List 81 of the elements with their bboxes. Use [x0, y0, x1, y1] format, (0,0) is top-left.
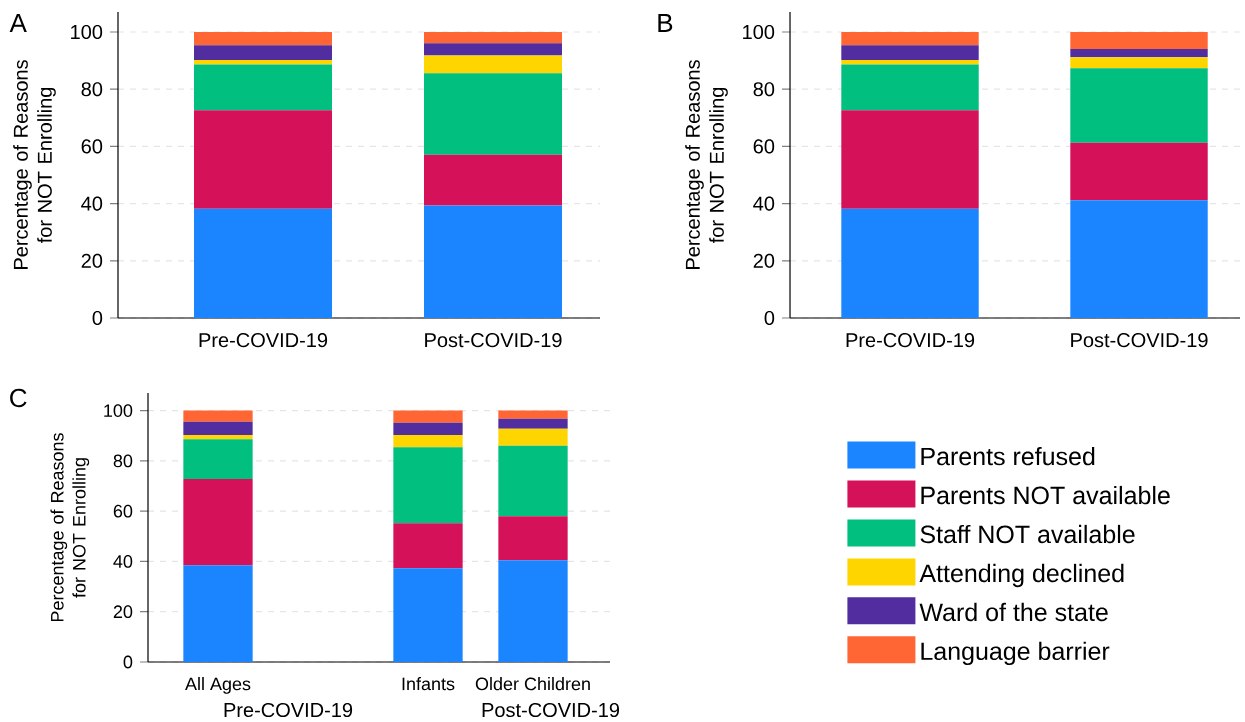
bar	[424, 205, 563, 318]
y-tick-label: 100	[743, 24, 775, 40]
legend-label: Ward of the state	[919, 602, 1108, 622]
bar	[1070, 48, 1208, 58]
legend-label: Parents NOT available	[921, 485, 1170, 505]
bar	[393, 434, 463, 448]
bar	[498, 445, 568, 517]
bar	[393, 422, 463, 435]
x-tick-label: Infants	[402, 677, 455, 691]
y-tick-label: 40	[753, 196, 775, 211]
bar	[393, 447, 463, 524]
bar	[183, 478, 253, 566]
bar	[183, 439, 253, 479]
x-tick-label: All Ages	[185, 677, 251, 694]
y-tick-label: 0	[123, 655, 133, 669]
y-tick-label: 100	[71, 24, 103, 40]
bar	[393, 410, 463, 423]
y-tick-label: 60	[113, 504, 133, 518]
bar	[183, 565, 253, 662]
y-tick-label: 0	[764, 310, 775, 326]
bar	[183, 434, 253, 440]
x-tick-label: Pre-COVID-19	[846, 333, 975, 348]
bar	[1070, 57, 1208, 69]
y-tick-label: 20	[753, 253, 775, 268]
bar	[194, 64, 332, 111]
y-axis-title: Percentage of Reasons for NOT Enrolling	[13, 60, 56, 269]
y-tick-label: 40	[81, 196, 103, 211]
bar	[194, 60, 332, 65]
text: Post-COVID-19	[482, 702, 620, 718]
y-tick-label: 60	[753, 139, 775, 154]
y-tick-label: 100	[104, 404, 133, 417]
bar	[183, 410, 253, 422]
bar	[194, 32, 332, 46]
bar	[841, 64, 979, 111]
y-tick-label: 0	[92, 310, 103, 326]
bar	[498, 418, 568, 429]
bar	[841, 45, 979, 61]
bar	[1070, 68, 1208, 143]
bar	[393, 568, 463, 662]
bar	[498, 428, 568, 446]
bar	[424, 32, 563, 44]
y-axis-title: Percentage of Reasons for NOT Enrolling	[50, 433, 90, 622]
bar	[194, 110, 332, 209]
x-tick-label: Older Children	[475, 677, 590, 691]
bar	[1070, 200, 1208, 318]
bar	[841, 110, 979, 209]
bar	[424, 43, 563, 56]
bar	[498, 410, 568, 419]
y-axis-title: Percentage of Reasons for NOT Enrolling	[685, 60, 728, 269]
x-tick-label: Pre-COVID-19	[199, 333, 328, 348]
chart-title: A	[9, 14, 27, 32]
bar	[194, 208, 332, 318]
legend-label: Parents refused	[921, 446, 1095, 466]
bar	[194, 45, 332, 61]
legend-label: Language barrier	[921, 641, 1110, 666]
bar	[424, 154, 563, 206]
bar	[424, 73, 563, 155]
legend-label: Attending declined	[919, 563, 1124, 588]
bar	[498, 516, 568, 561]
y-tick-label: 40	[113, 555, 133, 568]
bar	[183, 421, 253, 435]
y-tick-label: 20	[113, 605, 133, 619]
bar	[841, 32, 979, 46]
bar	[424, 55, 563, 74]
y-tick-label: 20	[81, 253, 103, 268]
text: Pre-COVID-19	[224, 702, 353, 718]
y-tick-label: 80	[81, 82, 103, 97]
bar	[841, 60, 979, 65]
chart-title: C	[10, 388, 27, 408]
bar	[841, 208, 979, 318]
x-tick-label: Post-COVID-19	[1071, 333, 1208, 348]
bar	[393, 523, 463, 569]
x-tick-label: Post-COVID-19	[425, 333, 562, 348]
legend-label: Staff NOT available	[920, 524, 1135, 544]
y-tick-label: 80	[753, 82, 775, 97]
y-tick-label: 60	[81, 139, 103, 154]
bar	[1070, 32, 1208, 49]
bar	[1070, 142, 1208, 201]
chart-title: B	[658, 14, 673, 32]
bar	[498, 560, 568, 662]
y-tick-label: 80	[113, 454, 133, 468]
